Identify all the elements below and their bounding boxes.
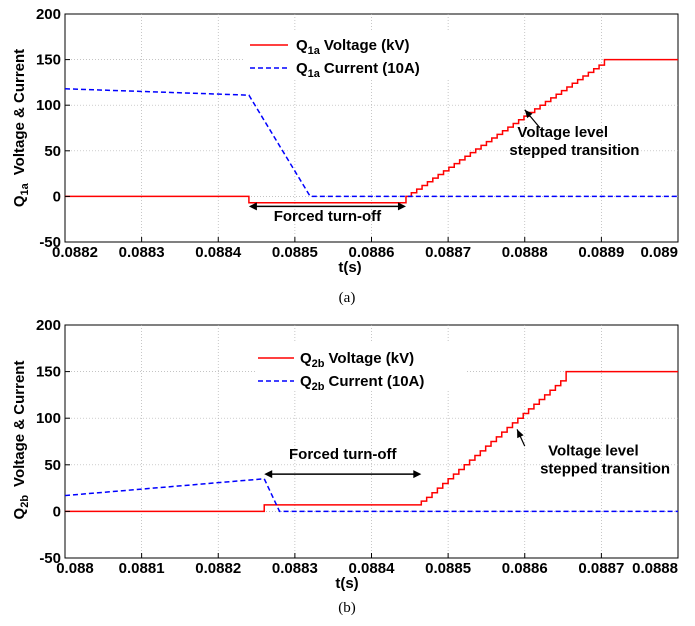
x-tick-label: 0.0882	[52, 244, 98, 261]
y-tick-label: 150	[36, 364, 61, 381]
y-axis-label-a: Q1aVoltage & Current	[11, 49, 31, 207]
y-ticks-a: -50 0 50 100 150 200	[36, 6, 70, 251]
x-tick-label: 0.089	[640, 244, 678, 261]
x-ticks-a: 0.0882 0.0883 0.0884 0.0885 0.0886 0.0887 0.08…	[52, 237, 679, 261]
x-ticks-b: 0.088 0.0881 0.0882 0.0883 0.0884 0.0885 0.088…	[56, 553, 679, 577]
y-ticks-b: -50 0 50 100 150 200	[36, 317, 70, 567]
annotation-forced-turn-off: Forced turn-off	[274, 208, 382, 225]
legend-b: Q2b Voltage (kV) Q2b Current (10A)	[255, 343, 465, 393]
x-tick-label: 0.0883	[119, 244, 165, 261]
y-tick-label: 200	[36, 317, 61, 334]
x-tick-label: 0.0889	[578, 244, 624, 261]
annotation-pointer-head	[524, 109, 533, 119]
x-tick-label: 0.0881	[119, 560, 165, 577]
x-tick-label: 0.0888	[502, 244, 548, 261]
annotation-forced-turn-off: Forced turn-off	[289, 446, 397, 463]
x-tick-label: 0.0883	[272, 560, 318, 577]
annotation-voltage-level-line: stepped transition	[509, 142, 639, 159]
y-tick-label: 200	[36, 6, 61, 23]
panel-a: -50 0 50 100 150 200 0.0882 0.0883 0.0884 0.0885…	[11, 6, 679, 306]
x-tick-label: 0.0885	[272, 244, 318, 261]
x-tick-label: 0.088	[56, 560, 94, 577]
x-tick-label: 0.0884	[349, 560, 396, 577]
x-tick-label: 0.0887	[425, 244, 471, 261]
series-line-voltage	[65, 370, 678, 513]
y-tick-label: 50	[44, 457, 61, 474]
x-tick-label: 0.0886	[502, 560, 548, 577]
series-a	[64, 58, 678, 204]
legend-box-a	[245, 30, 460, 78]
x-tick-label: 0.0884	[195, 244, 242, 261]
y-tick-label: 50	[44, 143, 61, 160]
y-tick-label: 150	[36, 52, 61, 69]
annotation-pointer-head	[517, 429, 524, 439]
y-tick-label: 0	[53, 188, 61, 205]
legend-box-b	[255, 343, 465, 391]
caption-b: (b)	[338, 600, 356, 616]
x-axis-label-b: t(s)	[335, 575, 358, 592]
series-line-current	[64, 88, 678, 198]
series-b	[64, 370, 678, 513]
y-tick-label: -50	[39, 550, 61, 567]
series-line-current	[64, 477, 678, 513]
annotation-arrow-head	[413, 470, 422, 479]
annotation-arrow-head	[397, 202, 406, 211]
x-tick-label: 0.0885	[425, 560, 471, 577]
legend-label-current-a: Q1a Current (10A)	[296, 60, 420, 80]
x-axis-label-a: t(s)	[338, 259, 361, 276]
annotation-arrow-head	[264, 470, 273, 479]
annotation-arrow-head	[248, 202, 257, 211]
series-line-voltage	[65, 58, 678, 204]
legend-a: Q1a Voltage (kV) Q1a Current (10A)	[245, 30, 460, 80]
legend-label-current-b: Q2b Current (10A)	[300, 373, 424, 393]
legend-label-voltage-b: Q2b Voltage (kV)	[300, 350, 414, 370]
y-tick-label: 0	[53, 503, 61, 520]
x-tick-label: 0.0886	[349, 244, 395, 261]
x-tick-label: 0.0882	[195, 560, 241, 577]
y-axis-label-b: Q2bVoltage & Current	[11, 361, 31, 520]
legend-label-voltage-a: Q1a Voltage (kV)	[296, 37, 410, 57]
y-tick-label: 100	[36, 410, 61, 427]
caption-a: (a)	[339, 290, 356, 306]
annotation-voltage-level-line: stepped transition	[540, 460, 670, 477]
annotation-voltage-level-line: Voltage level	[517, 124, 608, 141]
y-tick-label: 100	[36, 97, 61, 114]
x-tick-label: 0.0887	[578, 560, 624, 577]
y-tick-label: -50	[39, 234, 61, 251]
annotation-voltage-level-line: Voltage level	[548, 442, 639, 459]
x-tick-label: 0.0888	[632, 560, 678, 577]
